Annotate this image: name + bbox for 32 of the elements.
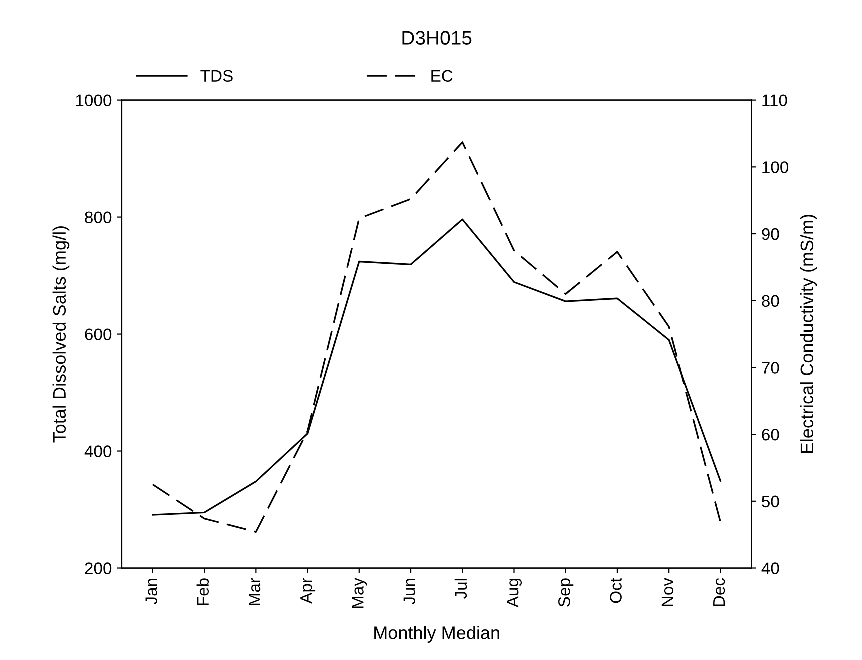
x-tick-label: May (352, 578, 368, 608)
y2-axis-title: Electrical Conductivity (mS/m) (800, 215, 818, 454)
x-tick-label: Aug (507, 579, 522, 608)
x-axis-title: Monthly Median (374, 626, 500, 643)
y2-tick-label: 70 (762, 362, 780, 374)
legend-label: TDS (200, 70, 233, 82)
y-tick-label: 200 (85, 562, 112, 574)
y2-tick-label: 80 (762, 295, 780, 308)
y2-tick-label: 110 (762, 94, 788, 107)
line-series (152, 142, 722, 533)
x-tick-label: Nov (662, 578, 674, 606)
y2-tick-label: 90 (762, 228, 780, 240)
y-axis-title: Total Dissolved Salts (mg/l) (52, 226, 70, 443)
x-tick-label: Jan (146, 579, 158, 605)
y2-tick-label: 50 (762, 496, 780, 508)
y-tick-label: 400 (84, 446, 112, 458)
y2-tick-label: 100 (762, 162, 789, 174)
x-tick-label: Sep (558, 578, 574, 607)
y2-tick-label: 40 (762, 562, 780, 574)
y-tick-label: 600 (85, 328, 112, 340)
chart-title: D3H015 (402, 31, 472, 45)
x-tick-label: Oct (610, 578, 622, 604)
x-tick-label: Feb (196, 578, 210, 606)
y-tick-label: 800 (85, 212, 112, 224)
x-tick-label: Jun (404, 579, 416, 605)
y2-tick-label: 60 (762, 428, 780, 441)
x-tick-label: Jul (454, 579, 468, 600)
x-tick-label: Dec (714, 578, 726, 606)
y-tick-label: 1000 (76, 94, 112, 107)
legend-label: EC (432, 70, 453, 82)
x-tick-label: Mar (249, 578, 261, 606)
x-tick-label: Apr (300, 578, 316, 604)
